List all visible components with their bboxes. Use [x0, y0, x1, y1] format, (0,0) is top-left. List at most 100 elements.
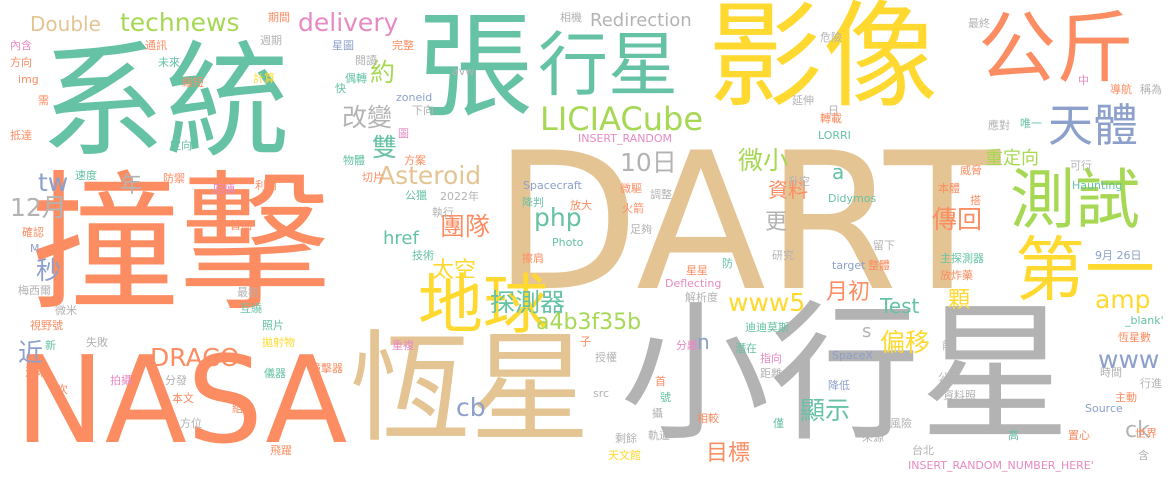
- cloud-word: 第一: [1015, 229, 1155, 311]
- cloud-word: 探測器: [490, 288, 566, 317]
- cloud-word: 方案: [404, 154, 426, 167]
- cloud-word: 微米: [55, 304, 77, 317]
- cloud-word: 號: [660, 391, 671, 404]
- cloud-word: 本文: [172, 392, 194, 405]
- cloud-word: href: [383, 228, 419, 249]
- cloud-word: 改變: [342, 103, 393, 132]
- cloud-word: 年: [120, 173, 143, 198]
- cloud-word: 恆星: [350, 320, 590, 459]
- cloud-word: 行進: [1140, 377, 1162, 390]
- cloud-word: 新: [45, 339, 56, 352]
- cloud-word: 近: [18, 338, 44, 367]
- cloud-word: img: [18, 73, 39, 86]
- cloud-word: DRACO: [150, 343, 240, 372]
- cloud-word: 公獵: [405, 189, 427, 202]
- cloud-word: 太空: [432, 258, 477, 283]
- cloud-word: 通訊: [145, 39, 167, 52]
- cloud-word: 偏移: [880, 328, 931, 357]
- cloud-word: 次: [57, 383, 68, 396]
- cloud-word: 來源: [862, 431, 884, 444]
- cloud-word: www5: [728, 288, 806, 317]
- cloud-word: 執行: [432, 206, 454, 219]
- cloud-word: 偶轉: [345, 72, 367, 85]
- cloud-word: 威脅: [960, 164, 982, 177]
- cloud-word: 公里: [938, 371, 960, 384]
- cloud-word: php: [534, 203, 582, 232]
- cloud-word: 本體: [938, 182, 960, 195]
- cloud-word: 授權: [595, 351, 617, 364]
- cloud-word: 雙: [372, 133, 398, 162]
- cloud-word: 資料照: [943, 389, 976, 402]
- cloud-word: 影像: [708, 0, 939, 124]
- cloud-word: 解析度: [685, 291, 718, 304]
- cloud-word: 風險: [890, 417, 912, 430]
- cloud-word: _blank': [1125, 314, 1164, 327]
- cloud-word: tw: [38, 168, 69, 197]
- cloud-word: 系統: [40, 30, 290, 175]
- cloud-word: www: [1098, 345, 1160, 374]
- cloud-word: 星圖: [332, 39, 354, 52]
- cloud-word: 時間: [1100, 366, 1122, 379]
- cloud-word: 秒: [36, 256, 62, 285]
- cloud-word: src: [593, 387, 610, 400]
- cloud-word: s: [862, 321, 872, 342]
- cloud-word: 顆: [948, 288, 971, 313]
- cloud-word: 撞擊: [30, 158, 331, 332]
- cloud-word: 照片: [262, 319, 284, 332]
- cloud-word: 顯示: [800, 396, 851, 425]
- cloud-word: 地球: [418, 268, 549, 343]
- cloud-word: 指向: [760, 352, 782, 365]
- cloud-word: SpaceX: [832, 349, 874, 362]
- cloud-word: 儀器: [264, 367, 286, 380]
- cloud-word: 距離: [760, 367, 782, 380]
- cloud-word: Spacecraft: [523, 179, 582, 192]
- cloud-word: Haunting: [1072, 179, 1123, 192]
- cloud-word: 留下: [873, 239, 895, 252]
- cloud-word: 剩餘: [615, 432, 637, 445]
- cloud-word: 圖: [398, 127, 409, 140]
- cloud-word: 潛在: [735, 342, 757, 355]
- cloud-word: 分離: [676, 339, 698, 352]
- cloud-word: LORRI: [818, 129, 851, 142]
- cloud-word: a4b3f35b: [536, 310, 642, 335]
- cloud-word: 內含: [10, 39, 32, 52]
- cloud-word: Double: [30, 12, 101, 36]
- cloud-word: 2022年: [440, 190, 479, 203]
- cloud-word: target: [832, 259, 866, 272]
- cloud-word: 最終: [968, 17, 990, 30]
- cloud-word: 下向: [412, 104, 434, 117]
- cloud-word: 恆星數: [1118, 331, 1151, 344]
- cloud-word: 降低: [828, 379, 850, 392]
- cloud-word: 相較: [697, 412, 719, 425]
- cloud-word: 搭: [970, 194, 981, 207]
- cloud-word: 確認: [22, 226, 44, 239]
- cloud-word: Asteroid: [378, 161, 482, 190]
- cloud-word: 升空: [788, 175, 810, 188]
- cloud-word: Test: [880, 294, 920, 318]
- cloud-word: 閱讀: [355, 54, 377, 67]
- cloud-word: 方向: [10, 56, 32, 69]
- cloud-word: 世界: [1135, 427, 1157, 440]
- cloud-word: 視野號: [30, 319, 63, 332]
- cloud-word: 火箭: [622, 202, 644, 215]
- cloud-word: 張: [418, 0, 534, 134]
- cloud-word: Source: [1085, 402, 1123, 415]
- cloud-word: 中: [1078, 74, 1089, 87]
- cloud-word: 延伸: [792, 94, 814, 107]
- cloud-word: 防: [722, 257, 733, 270]
- cloud-word: 公斤: [978, 4, 1135, 94]
- cloud-word: 更: [765, 210, 788, 235]
- cloud-word: 9月 26日: [1095, 249, 1142, 262]
- cloud-word: 首: [655, 375, 666, 388]
- cloud-word: 置心: [1068, 429, 1090, 442]
- cloud-word: 抵達: [10, 129, 32, 142]
- cloud-word: 重複: [392, 339, 414, 352]
- cloud-word: 攝: [652, 407, 663, 420]
- cloud-word: 放炸藥: [940, 269, 973, 282]
- cloud-word: 資料: [768, 178, 808, 202]
- cloud-word: 微驅: [620, 182, 642, 195]
- cloud-word: 迪迪莫斯: [745, 321, 789, 334]
- cloud-word: a: [832, 160, 845, 184]
- cloud-word: 傳回: [932, 205, 983, 234]
- cloud-word: 唯一: [1020, 117, 1042, 130]
